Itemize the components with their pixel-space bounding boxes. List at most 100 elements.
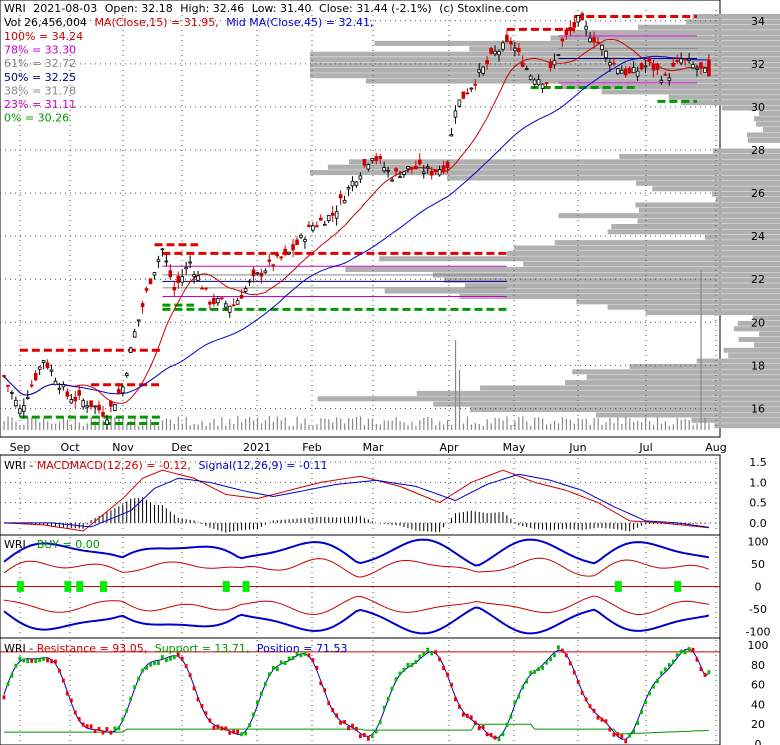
- macd-tick-label: 1.0: [749, 476, 767, 489]
- volume-bar: [514, 421, 516, 430]
- volume-profile-bar: [636, 180, 780, 186]
- volume-profile-bar: [722, 105, 780, 111]
- candle-body: [524, 68, 529, 70]
- position-bar: [564, 653, 568, 658]
- position-bar: [14, 663, 18, 668]
- volume-bar: [478, 423, 480, 430]
- candle-body: [113, 404, 117, 411]
- volume-bar: [260, 423, 263, 430]
- volume-bar: [470, 424, 472, 430]
- volume-bar: [407, 425, 409, 430]
- candle-body: [212, 297, 216, 304]
- volume-bar: [213, 419, 215, 430]
- volume-bar: [553, 420, 556, 430]
- position-bar: [438, 657, 441, 662]
- candle-body: [417, 159, 422, 165]
- position-bar: [109, 730, 113, 735]
- candle-body: [548, 61, 553, 69]
- candle-body: [576, 15, 580, 23]
- candle-body: [338, 194, 343, 199]
- price-tick-label: 20: [751, 316, 765, 329]
- candle-body: [433, 169, 438, 172]
- candle-body: [410, 166, 414, 169]
- volume-bar: [629, 418, 631, 430]
- volume-bar: [439, 421, 441, 430]
- buy-signal-marker: [64, 581, 72, 592]
- candle-body: [663, 73, 668, 76]
- position-bar: [608, 727, 612, 732]
- buy-signal-marker: [242, 581, 250, 592]
- volume-bar: [62, 417, 65, 430]
- volume-bars: [3, 270, 710, 430]
- volume-profile-bar: [506, 250, 780, 256]
- position-bar: [121, 717, 125, 722]
- candle-body: [311, 225, 315, 231]
- volume-bar: [138, 425, 140, 430]
- volume-profile-bar: [652, 186, 780, 192]
- position-bar: [93, 728, 97, 733]
- position-bar: [263, 682, 267, 687]
- candle-body: [196, 275, 200, 281]
- candle-body: [509, 40, 513, 45]
- candle-body: [109, 401, 113, 407]
- candle-body: [394, 168, 398, 172]
- candle-body: [481, 66, 485, 74]
- position-bar: [62, 678, 65, 683]
- position-bar: [323, 688, 327, 693]
- candle-body: [588, 37, 592, 43]
- position-bar: [683, 650, 687, 655]
- candle-body: [679, 58, 683, 64]
- candle-body: [295, 239, 299, 245]
- volume-profile-bar: [384, 288, 780, 294]
- position-bar: [422, 652, 426, 657]
- volume-bar: [245, 418, 247, 430]
- volume-profile-bar: [668, 94, 780, 100]
- volume-bar: [66, 419, 69, 430]
- volume-bar: [209, 422, 211, 430]
- position-bar: [675, 653, 679, 658]
- position-bar: [517, 694, 521, 699]
- candle-body: [564, 29, 569, 36]
- volume-profile-bar: [576, 299, 780, 305]
- position-bar: [46, 658, 49, 663]
- volume-profile-bar: [558, 213, 780, 219]
- volume-profile-bar: [480, 385, 780, 391]
- position-bar: [129, 696, 133, 701]
- volume-profile-bar: [752, 315, 780, 321]
- fib-level-label: 50% = 32.25: [4, 71, 76, 84]
- position-bar: [73, 710, 77, 715]
- candle-body: [513, 47, 517, 52]
- volume-bar: [229, 419, 231, 430]
- volume-bar: [526, 421, 528, 430]
- candle-body: [49, 369, 54, 372]
- volume-bar: [102, 420, 104, 430]
- volume-bar: [542, 418, 544, 430]
- position-bar: [442, 666, 445, 671]
- volume-bar: [340, 418, 342, 430]
- candle-body: [160, 248, 165, 251]
- position-bar: [224, 726, 228, 731]
- macd-tick-label: 0.5: [749, 497, 767, 510]
- volume-bar: [70, 424, 73, 430]
- position-bar: [204, 711, 208, 716]
- candle-body: [65, 391, 70, 397]
- header-line2: Vol 26,456,004 MA(Close,15) = 31.95, Mid…: [4, 16, 373, 29]
- candle-body: [374, 156, 379, 162]
- volume-bar: [27, 416, 29, 430]
- candle-body: [121, 386, 125, 394]
- volume-bar: [201, 420, 203, 430]
- volume-bar: [272, 421, 274, 430]
- candle-body: [53, 380, 58, 386]
- volume-bar: [708, 423, 710, 430]
- position-bar: [212, 725, 216, 730]
- position-bar: [616, 732, 620, 737]
- volume-profile-bar: [692, 13, 780, 19]
- volume-profile-bar: [523, 261, 780, 267]
- volume-profile-bar: [310, 62, 780, 68]
- candle-body: [188, 261, 192, 264]
- candle-body: [81, 400, 86, 408]
- candle-body: [235, 300, 240, 305]
- volume-bar: [193, 423, 195, 430]
- position-bar: [382, 705, 386, 710]
- position-bar: [410, 662, 414, 667]
